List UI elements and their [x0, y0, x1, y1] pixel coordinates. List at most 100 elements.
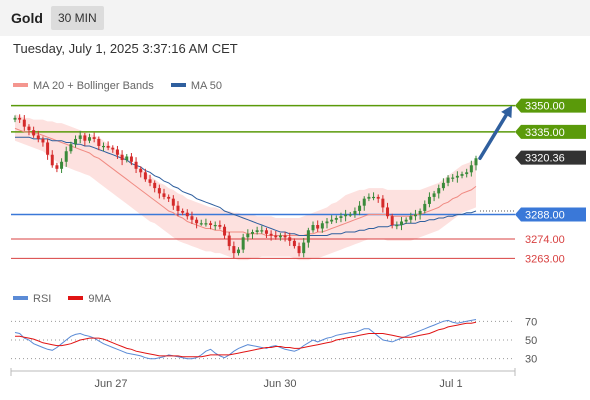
- candle-body-37: [185, 212, 189, 217]
- rsi-legend: RSI 9MA: [13, 293, 125, 305]
- candle-body-88: [423, 203, 427, 211]
- legend-swatch-rsi: [13, 296, 28, 301]
- candle-body-94: [451, 177, 455, 179]
- candle-body-14: [78, 135, 82, 139]
- legend-item-rsi: RSI: [13, 293, 51, 305]
- candle-body-73: [353, 210, 357, 215]
- candle-body-27: [139, 168, 143, 173]
- candle-body-7: [46, 142, 50, 155]
- candle-body-63: [306, 230, 310, 243]
- legend-swatch-ma50: [170, 83, 186, 88]
- current-price-label: 3320.36: [525, 153, 565, 165]
- candle-body-45: [223, 226, 227, 236]
- ma20-line: [14, 127, 477, 236]
- candles: [13, 114, 478, 259]
- legend-item-ma50: MA 50: [170, 80, 223, 92]
- candle-body-29: [148, 179, 152, 183]
- candle-body-95: [455, 175, 459, 178]
- candle-body-23: [120, 154, 124, 161]
- candle-body-6: [41, 138, 45, 143]
- candle-body-83: [399, 221, 403, 226]
- candle-body-19: [101, 145, 105, 148]
- candle-body-59: [288, 237, 292, 241]
- candle-body-9: [55, 165, 59, 169]
- level-label-0-bg: [515, 98, 586, 113]
- candle-body-47: [232, 246, 236, 254]
- candle-body-57: [278, 235, 282, 238]
- legend-label-ma50: MA 50: [190, 80, 223, 92]
- candle-body-90: [432, 193, 436, 197]
- bollinger-band-area: [15, 114, 476, 261]
- legend-label-ma20: MA 20 + Bollinger Bands: [33, 80, 154, 92]
- candle-body-49: [241, 237, 245, 250]
- candle-body-51: [250, 232, 254, 234]
- candle-body-77: [372, 196, 376, 199]
- candle-body-39: [195, 219, 199, 224]
- candle-body-1: [18, 117, 22, 120]
- candle-body-43: [213, 225, 217, 227]
- candle-body-3: [27, 126, 31, 131]
- rsi-tick-label-70: 70: [525, 316, 537, 328]
- candle-body-50: [246, 233, 250, 238]
- candle-body-65: [316, 225, 320, 229]
- candle-body-60: [292, 240, 296, 247]
- candle-body-32: [162, 193, 166, 197]
- candle-body-33: [167, 196, 171, 199]
- candle-body-21: [111, 147, 115, 150]
- candle-body-35: [176, 205, 180, 211]
- candle-body-38: [190, 216, 194, 220]
- level-label-1-bg: [515, 124, 586, 139]
- candle-body-79: [381, 198, 385, 208]
- candle-body-53: [260, 230, 264, 232]
- instrument-title: Gold: [11, 10, 43, 26]
- candle-body-16: [88, 137, 92, 141]
- candle-body-66: [320, 223, 324, 229]
- candle-body-44: [218, 225, 222, 227]
- candle-body-28: [143, 172, 147, 180]
- candle-body-24: [125, 156, 129, 161]
- candle-body-22: [115, 149, 119, 155]
- legend-item-ma20: MA 20 + Bollinger Bands: [13, 80, 154, 92]
- level-label-1: 3335.00: [525, 127, 565, 139]
- candle-body-52: [255, 230, 259, 233]
- candle-body-46: [227, 235, 231, 247]
- candle-body-58: [283, 235, 287, 238]
- candle-body-92: [441, 182, 445, 189]
- rsi-tick-label-50: 50: [525, 335, 537, 347]
- candle-body-56: [274, 235, 278, 238]
- candle-body-26: [134, 161, 138, 169]
- candle-body-30: [153, 182, 157, 189]
- x-tick-label-0: Jun 27: [94, 378, 127, 390]
- candle-body-36: [181, 210, 185, 213]
- candle-body-71: [344, 214, 348, 217]
- candle-body-55: [269, 233, 273, 236]
- current-price-label-bg: [515, 150, 586, 165]
- candle-body-84: [404, 219, 408, 222]
- candle-body-61: [297, 246, 301, 254]
- timestamp: Tuesday, July 1, 2025 3:37:16 AM CET: [13, 41, 238, 56]
- candle-body-8: [50, 154, 54, 166]
- candle-body-80: [386, 207, 390, 217]
- candle-body-74: [358, 205, 362, 211]
- legend-label-9ma: 9MA: [88, 293, 112, 305]
- candle-body-40: [199, 223, 203, 225]
- candle-body-86: [413, 214, 417, 217]
- candle-body-70: [339, 216, 343, 218]
- candle-body-10: [60, 161, 64, 169]
- candle-body-99: [474, 158, 478, 166]
- legend-item-9ma: 9MA: [68, 293, 111, 305]
- level-label-0: 3350.00: [525, 101, 565, 113]
- candle-body-78: [376, 196, 380, 199]
- forecast-arrow-shaft: [478, 113, 509, 161]
- candle-body-41: [204, 223, 208, 225]
- candle-body-54: [264, 230, 268, 234]
- candle-body-81: [390, 216, 394, 226]
- rsi-line: [14, 319, 477, 360]
- level-label-2: 3288.00: [525, 209, 565, 221]
- timeframe-button[interactable]: 30 MIN: [51, 6, 104, 30]
- candle-body-62: [302, 242, 306, 254]
- candle-body-0: [13, 117, 17, 120]
- candle-body-15: [83, 135, 87, 141]
- main-legend: MA 20 + Bollinger Bands MA 50: [13, 80, 236, 92]
